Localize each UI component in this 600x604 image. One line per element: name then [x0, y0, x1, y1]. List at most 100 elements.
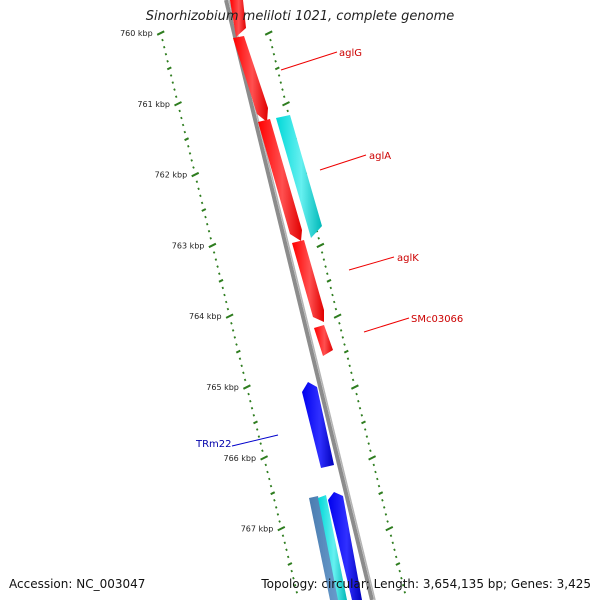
outer-minor-tick	[286, 109, 289, 113]
outer-minor-tick	[361, 420, 366, 425]
outer-minor-tick	[326, 272, 329, 275]
callout-line-TRm22	[231, 434, 279, 447]
inner-tick-ring	[156, 30, 299, 594]
inner-minor-tick	[180, 116, 183, 120]
outer-minor-tick	[274, 66, 280, 71]
gene-arrow-TRm22[interactable]	[302, 382, 334, 468]
outer-minor-tick	[277, 74, 281, 77]
inner-minor-tick	[221, 286, 225, 290]
gene-arrow-aglK[interactable]	[292, 240, 324, 322]
inner-major-tick	[225, 313, 234, 319]
inner-major-tick	[242, 384, 251, 390]
gene-arrow-aglG[interactable]	[233, 36, 268, 122]
inner-minor-tick	[218, 278, 224, 283]
inner-minor-tick	[173, 88, 176, 91]
ruler-label: 760 kbp	[120, 29, 153, 38]
forward-gene-track	[230, 0, 347, 600]
gene-label-aglK[interactable]: aglK	[397, 253, 419, 264]
inner-minor-tick	[166, 66, 172, 71]
inner-minor-tick	[290, 569, 293, 573]
outer-minor-tick	[332, 300, 336, 304]
outer-minor-tick	[279, 81, 283, 84]
gene-label-SMc03066[interactable]: SMc03066	[411, 314, 463, 325]
inner-minor-tick	[266, 470, 269, 474]
outer-minor-tick	[382, 506, 386, 509]
gene-arrow-aglA[interactable]	[258, 119, 302, 241]
inner-minor-tick	[278, 520, 281, 523]
inner-minor-tick	[292, 576, 295, 580]
outer-minor-tick	[272, 52, 276, 56]
outer-minor-tick	[365, 435, 369, 438]
gene-label-callouts	[231, 51, 410, 447]
outer-minor-tick	[329, 286, 333, 290]
inner-minor-tick	[223, 293, 226, 297]
inner-minor-tick	[199, 194, 202, 198]
inner-minor-tick	[281, 534, 285, 537]
inner-major-tick	[208, 242, 217, 249]
outer-minor-tick	[389, 534, 393, 537]
outer-minor-tick	[378, 491, 384, 496]
inner-minor-tick	[295, 591, 299, 594]
ruler-label: 763 kbp	[172, 241, 205, 250]
genome-summary-text: Topology: circular; Length: 3,654,135 bp…	[261, 577, 591, 591]
outer-minor-tick	[341, 336, 345, 339]
inner-minor-tick	[293, 583, 297, 587]
outer-minor-tick	[369, 449, 372, 452]
gene-arrow-aglG-upper[interactable]	[230, 0, 246, 37]
inner-major-tick	[277, 526, 286, 532]
inner-minor-tick	[192, 166, 195, 169]
inner-major-tick	[156, 30, 165, 36]
gene-label-aglG[interactable]: aglG	[339, 48, 362, 59]
outer-minor-tick	[326, 278, 332, 283]
inner-minor-tick	[269, 484, 273, 488]
map-title: Sinorhizobium meliloti 1021, complete ge…	[145, 9, 455, 24]
outer-minor-tick	[351, 378, 355, 382]
inner-minor-tick	[255, 428, 259, 431]
gene-label-TRm22[interactable]: TRm22	[195, 439, 232, 450]
inner-minor-tick	[161, 38, 164, 42]
inner-minor-tick	[273, 499, 276, 502]
inner-major-tick	[174, 101, 182, 107]
gene-arrow-cyan-1[interactable]	[276, 115, 322, 238]
inner-minor-tick	[249, 399, 252, 403]
inner-minor-tick	[259, 442, 262, 445]
outer-major-tick	[316, 242, 325, 249]
ruler-label: 767 kbp	[241, 525, 274, 534]
genome-backbone	[224, 0, 374, 601]
inner-minor-tick	[252, 414, 256, 417]
inner-minor-tick	[240, 364, 243, 368]
inner-minor-tick	[250, 406, 254, 410]
inner-minor-tick	[207, 229, 211, 233]
inner-minor-tick	[214, 258, 218, 261]
outer-minor-tick	[320, 251, 324, 254]
gene-arrow-steel[interactable]	[309, 496, 339, 600]
inner-minor-tick	[195, 180, 199, 183]
inner-minor-tick	[205, 222, 209, 226]
inner-minor-tick	[190, 159, 193, 162]
inner-minor-tick	[174, 95, 178, 98]
outer-minor-tick	[398, 569, 401, 573]
gene-arrow-cyan-2[interactable]	[318, 495, 347, 600]
outer-minor-tick	[384, 513, 388, 516]
inner-minor-tick	[257, 435, 261, 438]
inner-minor-tick	[247, 392, 250, 396]
gene-arrow-reverse-2[interactable]	[328, 492, 362, 600]
outer-minor-tick	[343, 343, 346, 346]
inner-minor-tick	[261, 449, 264, 452]
outer-minor-tick	[282, 95, 286, 98]
inner-minor-tick	[230, 322, 233, 325]
outer-major-tick	[264, 30, 273, 36]
outer-minor-tick	[395, 562, 401, 566]
accession-text: Accession: NC_003047	[9, 577, 146, 591]
inner-minor-tick	[216, 265, 219, 268]
inner-minor-tick	[204, 215, 207, 219]
inner-minor-tick	[201, 208, 207, 212]
inner-minor-tick	[233, 336, 237, 339]
outer-major-tick	[282, 101, 290, 107]
outer-minor-tick	[324, 265, 327, 268]
outer-minor-tick	[367, 442, 370, 445]
inner-major-tick	[260, 455, 269, 461]
gene-arrow-SMc03066[interactable]	[314, 325, 333, 356]
gene-label-aglA[interactable]: aglA	[369, 151, 391, 162]
outer-minor-tick	[376, 477, 379, 481]
